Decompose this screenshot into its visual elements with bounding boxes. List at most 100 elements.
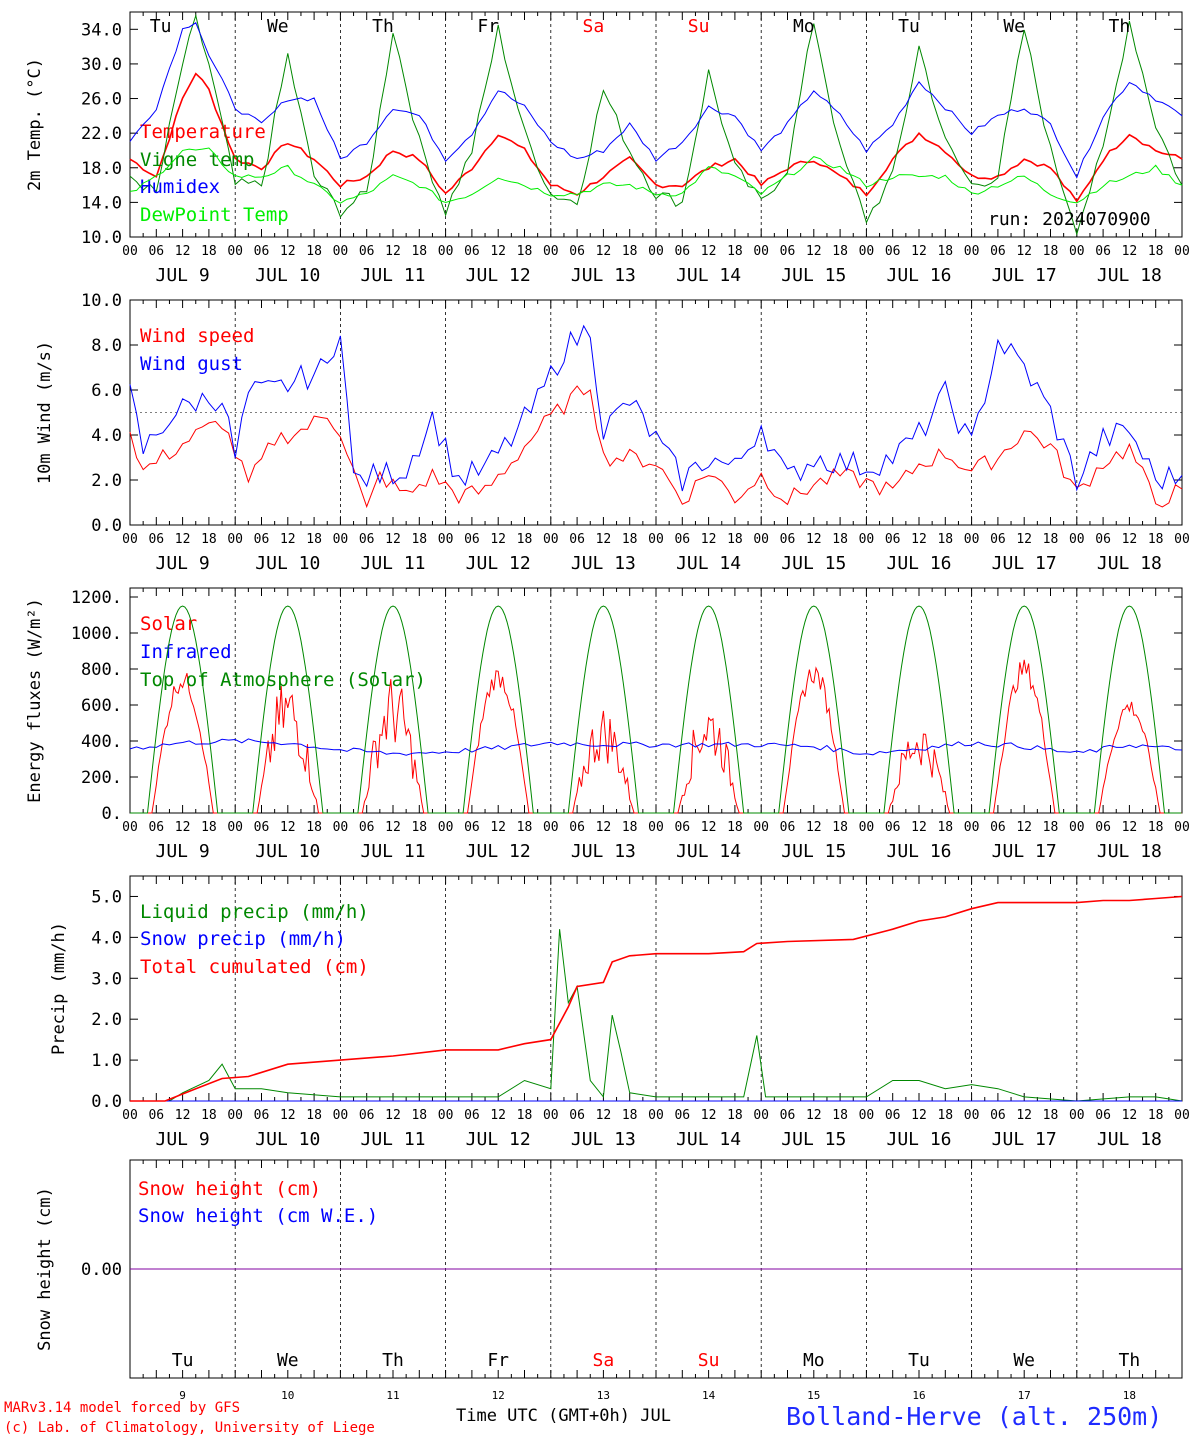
hour-tick-label: 12 [175, 532, 191, 547]
hour-tick-label: 12 [1122, 244, 1138, 259]
hour-tick-label: 18 [1148, 1108, 1164, 1123]
hour-tick-label: 12 [911, 820, 927, 835]
hour-tick-label: 06 [990, 532, 1006, 547]
legend-dewpoint-temp: DewPoint Temp [140, 204, 289, 226]
day-label: JUL 10 [255, 1129, 320, 1150]
hour-tick-label: 18 [727, 244, 743, 259]
hour-tick-label: 06 [359, 244, 375, 259]
hour-tick-label: 00 [333, 1108, 349, 1123]
y-tick-label: 0.00 [81, 1260, 122, 1280]
y-tick-label: 0.0 [91, 1092, 122, 1112]
hour-tick-label: 00 [438, 532, 454, 547]
hour-tick-label: 12 [175, 820, 191, 835]
hour-tick-label: 06 [674, 532, 690, 547]
hour-tick-label: 18 [1043, 820, 1059, 835]
y-tick-label: 400. [81, 732, 122, 752]
hour-tick-label: 06 [148, 820, 164, 835]
day-number: 11 [386, 1389, 399, 1402]
hour-tick-label: 00 [648, 1108, 664, 1123]
day-label: JUL 14 [676, 553, 741, 574]
day-label: JUL 16 [886, 841, 951, 862]
hour-tick-label: 12 [1122, 820, 1138, 835]
hour-tick-label: 06 [359, 1108, 375, 1123]
hour-tick-label: 00 [859, 820, 875, 835]
hour-tick-label: 06 [569, 532, 585, 547]
hour-tick-label: 00 [753, 532, 769, 547]
y-axis-label: Snow height (cm) [35, 1187, 55, 1351]
day-abbr: Sa [593, 1350, 615, 1371]
hour-tick-label: 18 [1043, 532, 1059, 547]
y-tick-label: 30.0 [81, 55, 122, 75]
day-label: JUL 12 [466, 1129, 531, 1150]
day-abbr: Tu [150, 16, 172, 37]
series-line [129, 13, 1183, 236]
y-axis-label: Precip (mm/h) [49, 922, 69, 1055]
hour-tick-label: 06 [674, 1108, 690, 1123]
hour-tick-label: 18 [622, 820, 638, 835]
day-abbr: We [267, 16, 289, 37]
hour-tick-label: 06 [569, 244, 585, 259]
y-tick-label: 1000. [71, 624, 122, 644]
y-tick-label: 22.0 [81, 124, 122, 144]
legend-snow-height-cm-: Snow height (cm) [138, 1178, 321, 1200]
hour-tick-label: 18 [306, 532, 322, 547]
day-abbr: Fr [487, 1350, 509, 1371]
run-label: run: 2024070900 [988, 209, 1151, 230]
day-label: JUL 9 [156, 841, 210, 862]
y-tick-label: 14.0 [81, 193, 122, 213]
hour-tick-label: 06 [569, 820, 585, 835]
y-tick-label: 1.0 [91, 1051, 122, 1071]
panel-2: 0.0 2.0 4.0 6.0 8.0 10.0 10m Wind (m/s) 00 06 12 1… [35, 291, 1190, 574]
hour-tick-label: 06 [254, 1108, 270, 1123]
day-abbr: Tu [172, 1350, 194, 1371]
y-tick-label: 1200. [71, 588, 122, 608]
hour-tick-label: 18 [937, 532, 953, 547]
day-label: JUL 9 [156, 265, 210, 286]
day-number: 14 [702, 1389, 716, 1402]
credit-model: MARv3.14 model forced by GFS [4, 1400, 241, 1416]
hour-tick-label: 00 [122, 1108, 138, 1123]
hour-tick-label: 00 [753, 820, 769, 835]
day-label: JUL 17 [992, 1129, 1057, 1150]
hour-tick-label: 12 [1016, 532, 1032, 547]
hour-tick-label: 12 [1122, 1108, 1138, 1123]
hour-tick-label: 00 [859, 532, 875, 547]
hour-tick-label: 00 [1174, 820, 1190, 835]
day-number: 12 [492, 1389, 505, 1402]
day-label: JUL 18 [1097, 265, 1162, 286]
y-tick-label: 0. [102, 804, 122, 824]
hour-tick-label: 18 [622, 532, 638, 547]
hour-tick-label: 00 [543, 1108, 559, 1123]
day-label: JUL 10 [255, 553, 320, 574]
y-tick-label: 600. [81, 696, 122, 716]
legend-total-cumulated-cm-: Total cumulated (cm) [140, 956, 369, 978]
hour-tick-label: 12 [385, 532, 401, 547]
panel-1: 10.0 14.0 18.0 22.0 26.0 30.0 34.0 2m Temp. (°C… [25, 11, 1190, 286]
hour-tick-label: 12 [596, 1108, 612, 1123]
hour-tick-label: 12 [596, 532, 612, 547]
hour-tick-label: 00 [648, 820, 664, 835]
hour-tick-label: 00 [1069, 244, 1085, 259]
hour-tick-label: 00 [648, 244, 664, 259]
hour-tick-label: 06 [359, 820, 375, 835]
hour-tick-label: 12 [701, 1108, 717, 1123]
day-number: 18 [1123, 1389, 1136, 1402]
day-label: JUL 18 [1097, 841, 1162, 862]
hour-tick-label: 00 [122, 244, 138, 259]
hour-tick-label: 06 [780, 532, 796, 547]
day-label: JUL 18 [1097, 1129, 1162, 1150]
day-label: JUL 9 [156, 553, 210, 574]
y-axis-label: 2m Temp. (°C) [25, 58, 45, 191]
day-label: JUL 11 [360, 553, 425, 574]
series-line [130, 895, 1183, 1102]
hour-tick-label: 06 [1095, 244, 1111, 259]
series-line [129, 72, 1183, 203]
series-line [130, 929, 1183, 1102]
hour-tick-label: 06 [885, 532, 901, 547]
hour-tick-label: 12 [175, 244, 191, 259]
y-tick-label: 18.0 [81, 159, 122, 179]
hour-tick-label: 00 [1069, 532, 1085, 547]
panel-4: 0.0 1.0 2.0 3.0 4.0 5.0 Precip (mm/h) 00 06 12 18 J… [49, 875, 1190, 1150]
hour-tick-label: 06 [254, 820, 270, 835]
hour-tick-label: 12 [596, 244, 612, 259]
